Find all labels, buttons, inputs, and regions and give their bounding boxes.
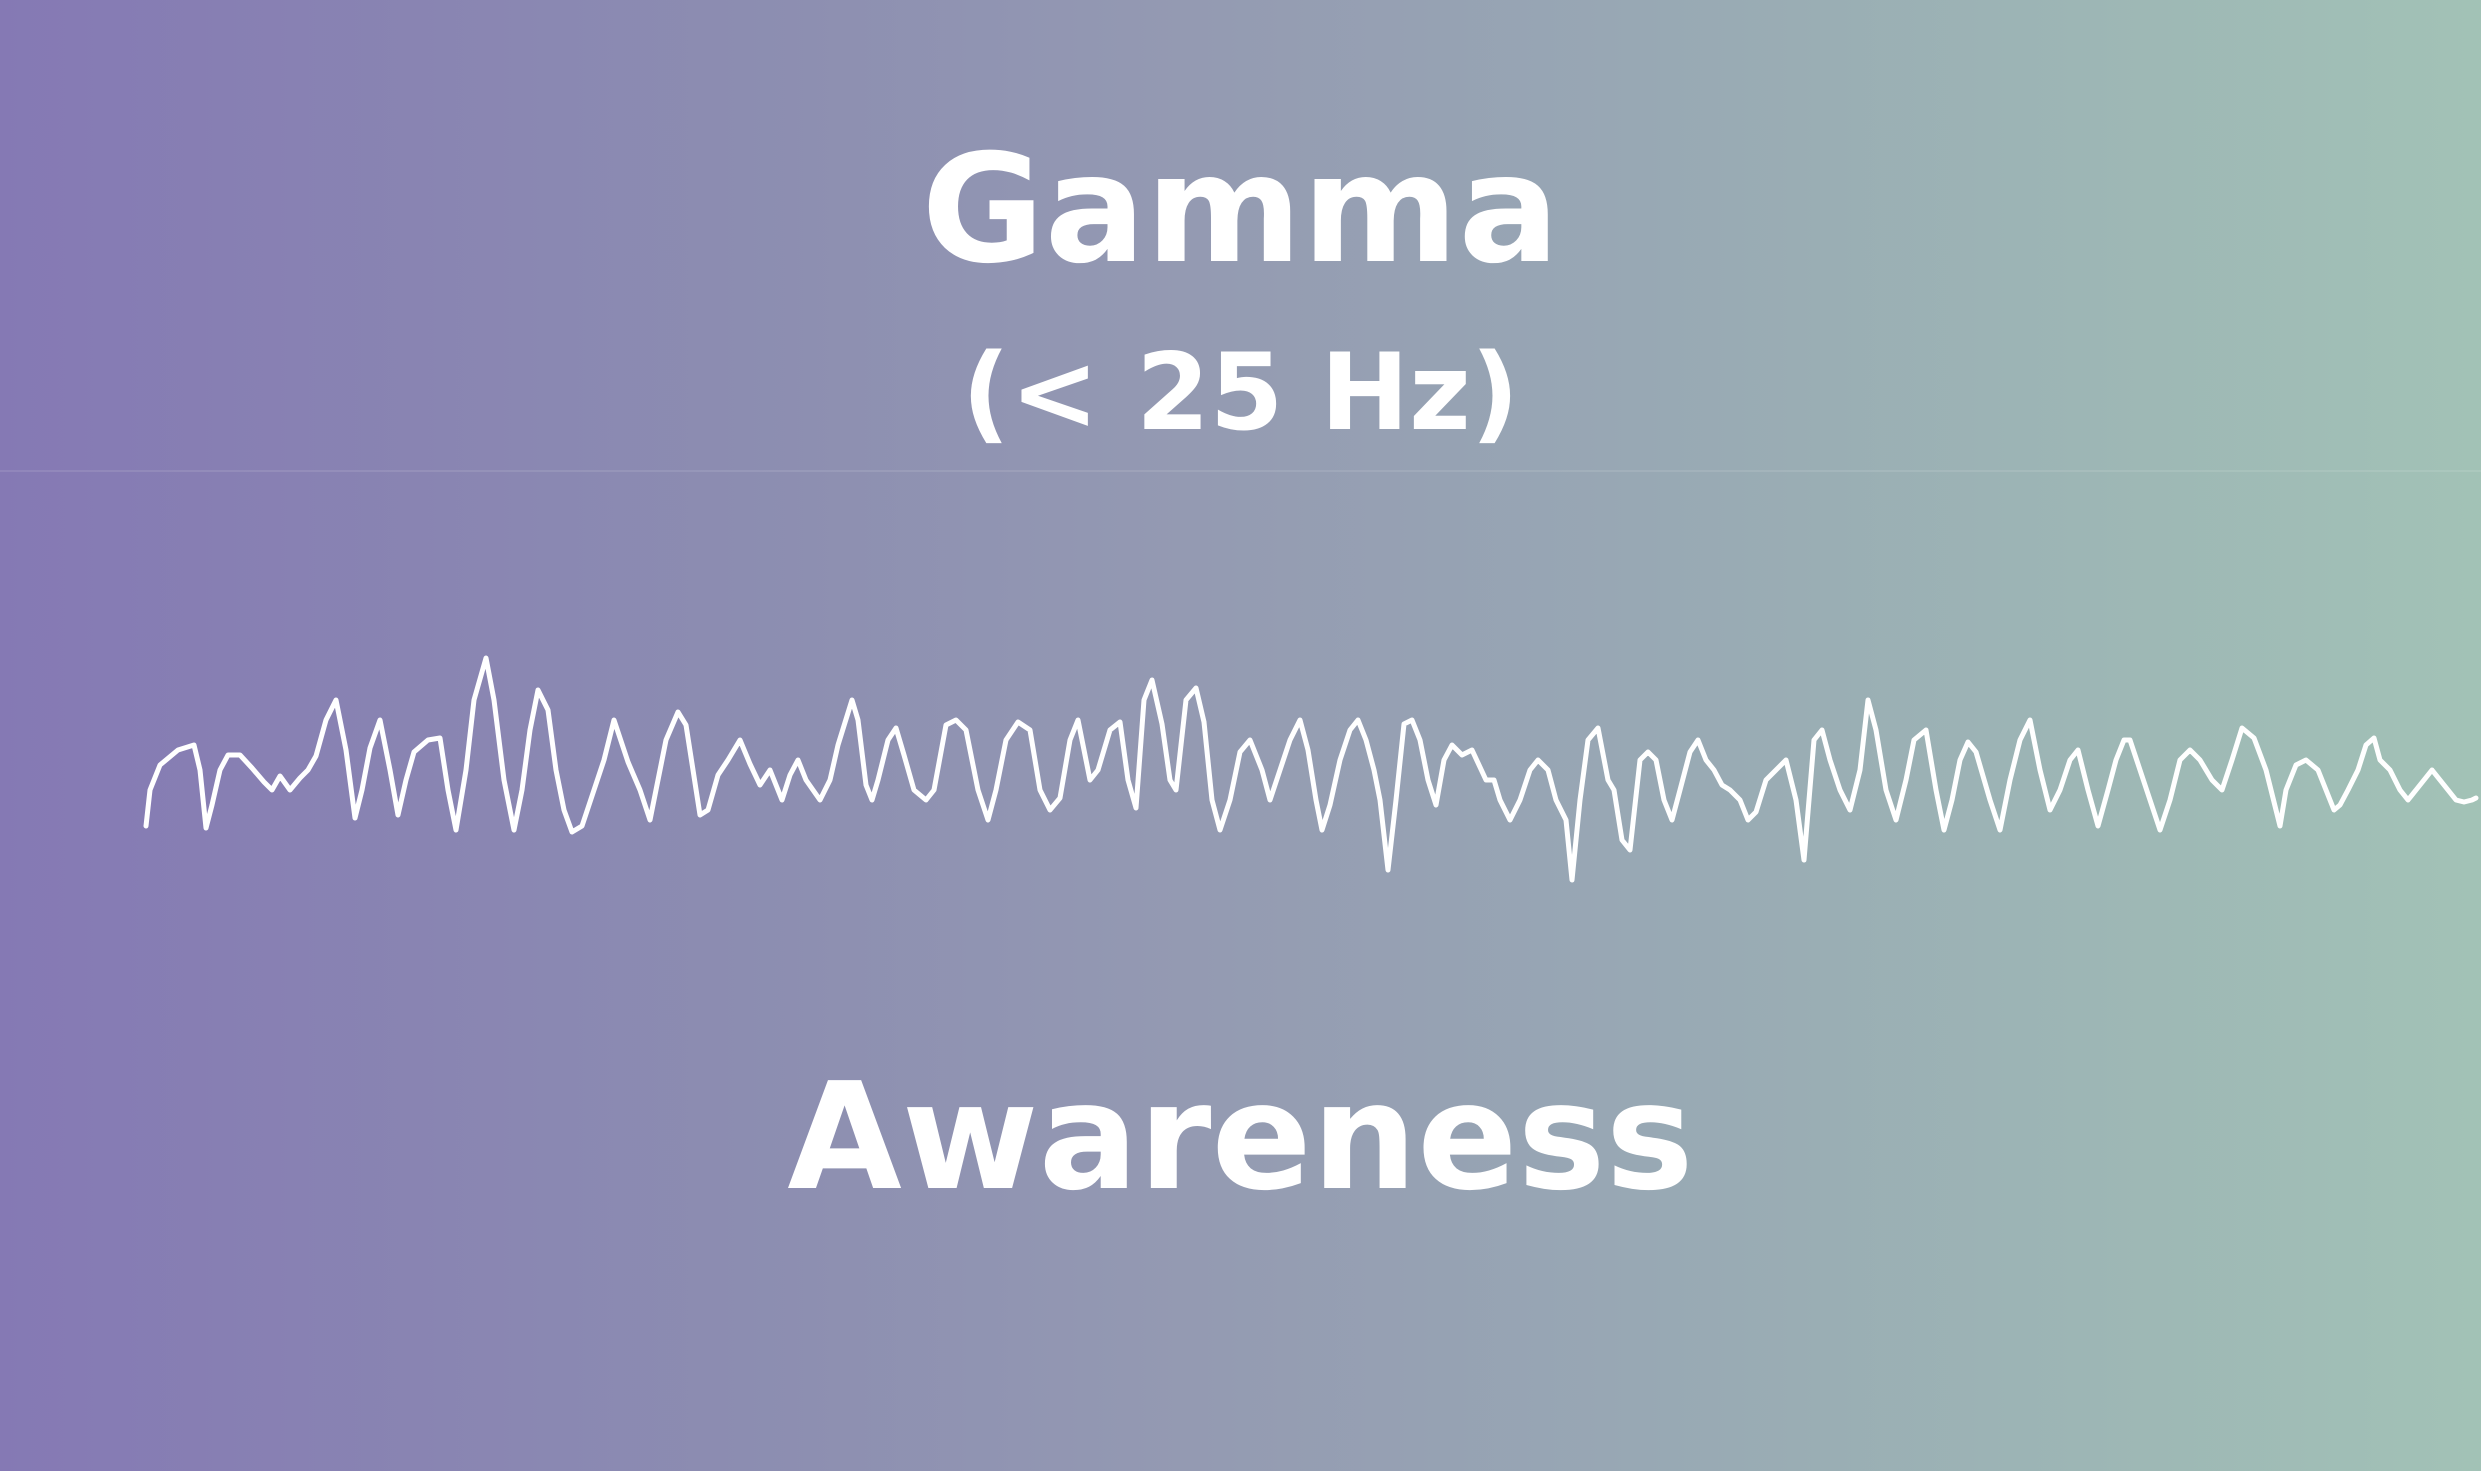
frequency-range-label: (< 25 Hz) xyxy=(961,331,1520,454)
mental-state-label: Awareness xyxy=(787,1051,1694,1223)
brainwave-trace xyxy=(143,655,2479,883)
wave-type-title: Gamma xyxy=(921,123,1560,297)
header-divider xyxy=(0,470,2481,472)
brainwave-icon xyxy=(143,655,2479,883)
